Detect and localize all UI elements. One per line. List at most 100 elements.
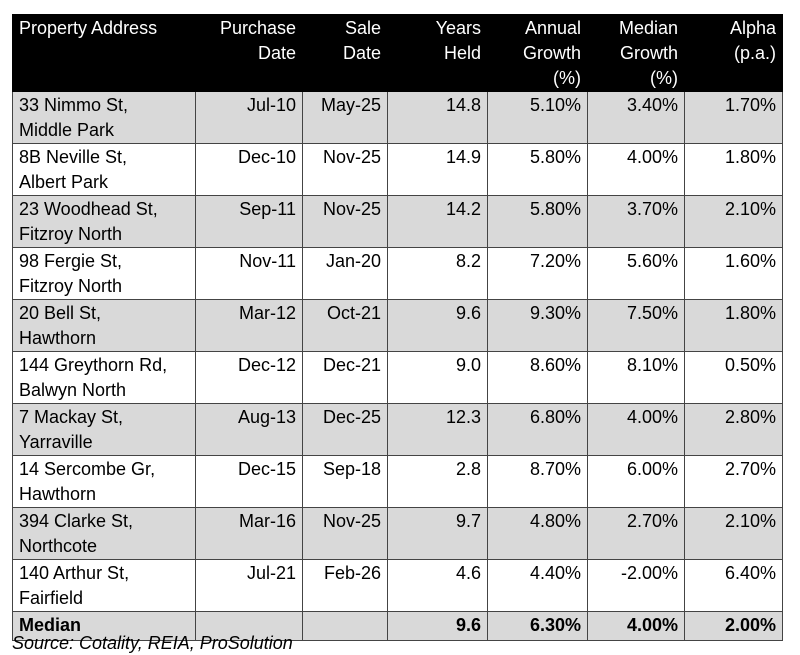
value-cell: 6.80%: [487, 403, 588, 456]
value-cell: 7.20%: [487, 247, 588, 300]
value-cell: Dec-21: [302, 351, 388, 404]
value-cell: Mar-16: [195, 507, 303, 560]
cell-line: Annual: [524, 18, 581, 38]
median-cell: 6.30%: [487, 611, 588, 641]
cell-line: 7 Mackay St,: [19, 407, 124, 427]
address-cell: 20 Bell St, Hawthorn: [12, 299, 196, 352]
value-cell: 5.60%: [587, 247, 685, 300]
cell-line: Years: [435, 18, 481, 38]
cell-line: Date: [257, 43, 296, 63]
address-cell: 23 Woodhead St, Fitzroy North: [12, 195, 196, 248]
cell-line: 8B Neville St,: [19, 147, 128, 167]
value-cell: Sep-11: [195, 195, 303, 248]
cell-line: Purchase: [219, 18, 296, 38]
value-cell: 14.9: [387, 143, 488, 196]
address-cell: 8B Neville St, Albert Park: [12, 143, 196, 196]
value-cell: 1.70%: [684, 91, 783, 144]
cell-line: (%): [553, 68, 581, 88]
data-row: 33 Nimmo St, Middle Park Jul-10 May-25 14.8 5…: [12, 91, 783, 144]
value-cell: 2.70%: [587, 507, 685, 560]
data-row: 98 Fergie St, Fitzroy North Nov-11 Jan-20 8.…: [12, 247, 783, 300]
median-cell: Median: [12, 611, 196, 641]
cell-line: Date: [342, 43, 381, 63]
value-cell: 4.6: [387, 559, 488, 612]
address-cell: 394 Clarke St, Northcote: [12, 507, 196, 560]
address-cell: 98 Fergie St, Fitzroy North: [12, 247, 196, 300]
cell-line: Median: [618, 18, 678, 38]
data-row: 7 Mackay St, Yarraville Aug-13 Dec-25 12.3 6.…: [12, 403, 783, 456]
value-cell: 4.40%: [487, 559, 588, 612]
header-row: Property Address Purchase Date Sale Date Year…: [12, 14, 783, 92]
value-cell: 2.8: [387, 455, 488, 508]
address-cell: 33 Nimmo St, Middle Park: [12, 91, 196, 144]
value-cell: 3.40%: [587, 91, 685, 144]
value-cell: 1.80%: [684, 299, 783, 352]
cell-line: 394 Clarke St,: [19, 511, 134, 531]
cell-line: Albert Park: [19, 172, 109, 192]
cell-line: Growth: [522, 43, 581, 63]
cell-line: 98 Fergie St,: [19, 251, 123, 271]
value-cell: 12.3: [387, 403, 488, 456]
value-cell: 8.10%: [587, 351, 685, 404]
value-cell: 8.60%: [487, 351, 588, 404]
value-cell: Jul-21: [195, 559, 303, 612]
value-cell: 14.2: [387, 195, 488, 248]
value-cell: 1.80%: [684, 143, 783, 196]
cell-line: Sale: [344, 18, 381, 38]
cell-line: 144 Greythorn Rd,: [19, 355, 168, 375]
value-cell: 3.70%: [587, 195, 685, 248]
value-cell: 2.10%: [684, 195, 783, 248]
data-row: 23 Woodhead St, Fitzroy North Sep-11 Nov-25…: [12, 195, 783, 248]
value-cell: Mar-12: [195, 299, 303, 352]
value-cell: Jan-20: [302, 247, 388, 300]
value-cell: 0.50%: [684, 351, 783, 404]
cell-line: 140 Arthur St,: [19, 563, 130, 583]
value-cell: 14.8: [387, 91, 488, 144]
column-header: Property Address: [12, 14, 196, 92]
value-cell: 2.10%: [684, 507, 783, 560]
value-cell: Feb-26: [302, 559, 388, 612]
data-row: 394 Clarke St, Northcote Mar-16 Nov-25 9.7 4.…: [12, 507, 783, 560]
source-note: Source: Cotality, REIA, ProSolution: [12, 633, 293, 653]
cell-line: 14 Sercombe Gr,: [19, 459, 156, 479]
median-cell: 9.6: [387, 611, 488, 641]
value-cell: Oct-21: [302, 299, 388, 352]
value-cell: 4.80%: [487, 507, 588, 560]
address-cell: 140 Arthur St, Fairfield: [12, 559, 196, 612]
value-cell: 9.6: [387, 299, 488, 352]
value-cell: Jul-10: [195, 91, 303, 144]
address-cell: 7 Mackay St, Yarraville: [12, 403, 196, 456]
column-header: Sale Date: [302, 14, 388, 92]
value-cell: 5.10%: [487, 91, 588, 144]
cell-line: Middle Park: [19, 120, 115, 140]
value-cell: 5.80%: [487, 195, 588, 248]
cell-line: Balwyn North: [19, 380, 127, 400]
value-cell: 7.50%: [587, 299, 685, 352]
cell-line: Hawthorn: [19, 328, 97, 348]
median-row: Median 9.6 6.30% 4.00% 2.00%: [12, 611, 783, 641]
median-cell: 4.00%: [587, 611, 685, 641]
value-cell: 6.00%: [587, 455, 685, 508]
value-cell: 2.80%: [684, 403, 783, 456]
value-cell: 9.7: [387, 507, 488, 560]
value-cell: Dec-25: [302, 403, 388, 456]
value-cell: Dec-15: [195, 455, 303, 508]
column-header: Annual Growth (%): [487, 14, 588, 92]
value-cell: Nov-11: [195, 247, 303, 300]
cell-line: 20 Bell St,: [19, 303, 102, 323]
value-cell: Nov-25: [302, 143, 388, 196]
value-cell: 8.2: [387, 247, 488, 300]
data-row: 140 Arthur St, Fairfield Jul-21 Feb-26 4.6 4.…: [12, 559, 783, 612]
property-table: Property Address Purchase Date Sale Date Year…: [12, 14, 783, 641]
value-cell: Nov-25: [302, 195, 388, 248]
address-cell: 144 Greythorn Rd, Balwyn North: [12, 351, 196, 404]
cell-line: Northcote: [19, 536, 98, 556]
cell-line: Growth: [619, 43, 678, 63]
value-cell: 9.30%: [487, 299, 588, 352]
median-cell: 2.00%: [684, 611, 783, 641]
value-cell: 1.60%: [684, 247, 783, 300]
value-cell: 4.00%: [587, 403, 685, 456]
cell-line: (p.a.): [733, 43, 776, 63]
data-row: 8B Neville St, Albert Park Dec-10 Nov-25 14.…: [12, 143, 783, 196]
